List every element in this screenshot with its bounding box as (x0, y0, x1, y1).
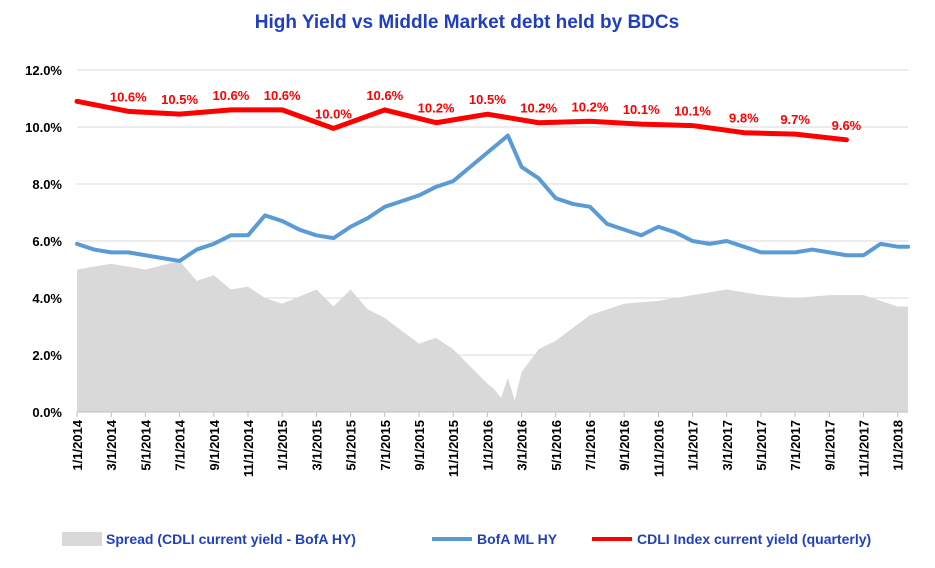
x-tick-label: 5/1/2017 (754, 420, 769, 471)
x-tick-label: 5/1/2015 (344, 420, 359, 471)
x-tick-label: 1/1/2016 (480, 420, 495, 471)
x-tick-label: 1/1/2014 (70, 419, 85, 470)
y-tick-label: 8.0% (32, 177, 62, 192)
x-tick-label: 11/1/2014 (241, 419, 256, 477)
cdli-data-label: 10.6% (366, 88, 403, 103)
x-tick-label: 1/1/2015 (275, 420, 290, 471)
y-tick-label: 12.0% (25, 63, 62, 78)
cdli-data-label: 10.6% (212, 88, 249, 103)
x-tick-label: 5/1/2014 (138, 419, 153, 470)
spread-area (77, 260, 908, 412)
cdli-data-label: 10.5% (469, 92, 506, 107)
legend-label-cdli: CDLI Index current yield (quarterly) (637, 531, 871, 547)
y-tick-label: 6.0% (32, 234, 62, 249)
x-tick-label: 3/1/2015 (309, 420, 324, 471)
cdli-data-label: 10.5% (161, 92, 198, 107)
bofa-ml-hy-line (75, 133, 910, 263)
x-tick-label: 7/1/2014 (173, 419, 188, 470)
x-tick-label: 3/1/2017 (720, 420, 735, 471)
data-labels: 10.6% 10.5% 10.6% 10.6% 10.0% 10.6% 10.2% 10.5%… (110, 88, 862, 133)
x-tick-label: 7/1/2015 (378, 420, 393, 471)
cdli-data-label: 9.7% (780, 112, 810, 127)
y-tick-label: 4.0% (32, 291, 62, 306)
y-tick-label: 0.0% (32, 405, 62, 420)
x-tick-label: 5/1/2016 (549, 420, 564, 471)
cdli-data-label: 10.2% (520, 101, 557, 116)
x-tick-label: 9/1/2017 (822, 420, 837, 471)
x-tick-label: 9/1/2014 (207, 419, 222, 470)
axes: 0.0% 2.0% 4.0% 6.0% 8.0% 10.0% 12.0% 1/1/2014 3/… (25, 63, 908, 477)
x-tick-label: 9/1/2016 (617, 420, 632, 471)
cdli-data-label: 9.6% (832, 118, 862, 133)
cdli-data-label: 10.0% (315, 106, 352, 121)
x-tick-label: 1/1/2018 (891, 420, 906, 471)
cdli-data-label: 10.1% (674, 104, 711, 119)
cdli-yield-line (74, 98, 849, 143)
x-tick-label: 11/1/2015 (446, 420, 461, 477)
cdli-data-label: 10.2% (572, 99, 609, 114)
x-tick-label: 7/1/2016 (583, 420, 598, 471)
x-tick-label: 11/1/2016 (651, 420, 666, 477)
cdli-data-label: 10.1% (623, 102, 660, 117)
y-tick-label: 2.0% (32, 348, 62, 363)
legend-swatch-spread (62, 532, 102, 546)
chart-title: High Yield vs Middle Market debt held by… (255, 12, 679, 33)
x-tick-label: 11/1/2017 (857, 420, 872, 477)
x-tick-label: 1/1/2017 (686, 420, 701, 471)
legend: Spread (CDLI current yield - BofA HY) Bo… (62, 531, 871, 547)
x-tick-label: 3/1/2014 (104, 419, 119, 470)
cdli-data-label: 10.6% (110, 89, 147, 104)
cdli-data-label: 10.2% (418, 101, 455, 116)
legend-label-spread: Spread (CDLI current yield - BofA HY) (106, 531, 356, 547)
spread-area-layer (77, 260, 908, 412)
lines-layer (74, 98, 910, 263)
cdli-data-label: 10.6% (264, 88, 301, 103)
cdli-data-label: 9.8% (729, 111, 759, 126)
x-tick-label: 7/1/2017 (788, 420, 803, 471)
legend-label-bofa: BofA ML HY (477, 531, 558, 547)
x-tick-label: 3/1/2016 (515, 420, 530, 471)
y-tick-label: 10.0% (25, 120, 62, 135)
x-tick-label: 9/1/2015 (412, 420, 427, 471)
